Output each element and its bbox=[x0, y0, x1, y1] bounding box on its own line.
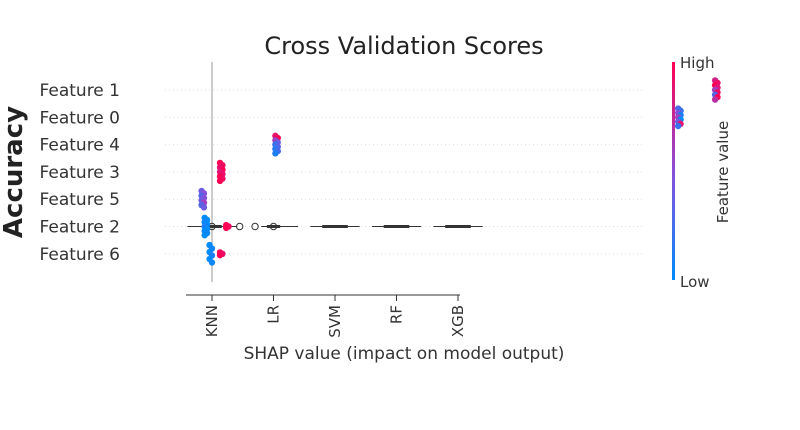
box-plots bbox=[187, 222, 483, 231]
grid-lines bbox=[165, 89, 645, 255]
feature-label: Feature 1 bbox=[40, 81, 120, 101]
x-tick-label: LR bbox=[265, 305, 283, 324]
chart-title: Cross Validation Scores bbox=[264, 32, 543, 60]
shap-point bbox=[208, 259, 216, 266]
x-tick-label: RF bbox=[388, 305, 406, 324]
colorbar bbox=[672, 62, 675, 280]
feature-label: Feature 4 bbox=[40, 136, 120, 156]
shap-point bbox=[711, 96, 719, 103]
shap-point bbox=[675, 122, 682, 130]
shap-point bbox=[222, 224, 230, 232]
feature-label: Feature 5 bbox=[40, 190, 120, 210]
side-ylabel: Accuracy bbox=[0, 106, 29, 238]
box-outlier bbox=[235, 222, 244, 231]
x-tick-label: SVM bbox=[326, 305, 344, 338]
shap-point bbox=[216, 251, 224, 259]
box-outlier bbox=[251, 222, 259, 231]
shap-point bbox=[200, 204, 208, 211]
x-tick-label: XGB bbox=[449, 305, 467, 337]
colorbar-high-label: High bbox=[680, 54, 714, 72]
colorbar-title: Feature value bbox=[714, 121, 732, 223]
box-outlier bbox=[269, 222, 278, 231]
shap-point bbox=[216, 177, 224, 185]
feature-label: Feature 3 bbox=[40, 163, 120, 183]
colorbar-low-label: Low bbox=[680, 273, 710, 291]
feature-labels: Feature 1 Feature 0 Feature 4 Feature 3 Feat… bbox=[40, 81, 120, 265]
x-tick-label: KNN bbox=[203, 305, 221, 337]
x-ticks: KNN LR SVM RF XGB bbox=[203, 295, 467, 338]
x-axis-label: SHAP value (impact on model output) bbox=[244, 344, 565, 364]
feature-label: Feature 6 bbox=[40, 245, 120, 265]
shap-points bbox=[198, 77, 721, 266]
shap-point bbox=[201, 232, 208, 239]
shap-point bbox=[272, 150, 279, 157]
feature-label: Feature 0 bbox=[40, 108, 120, 128]
feature-label: Feature 2 bbox=[40, 218, 120, 238]
